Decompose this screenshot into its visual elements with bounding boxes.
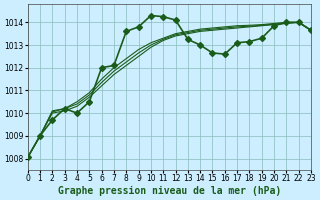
X-axis label: Graphe pression niveau de la mer (hPa): Graphe pression niveau de la mer (hPa) (58, 186, 281, 196)
